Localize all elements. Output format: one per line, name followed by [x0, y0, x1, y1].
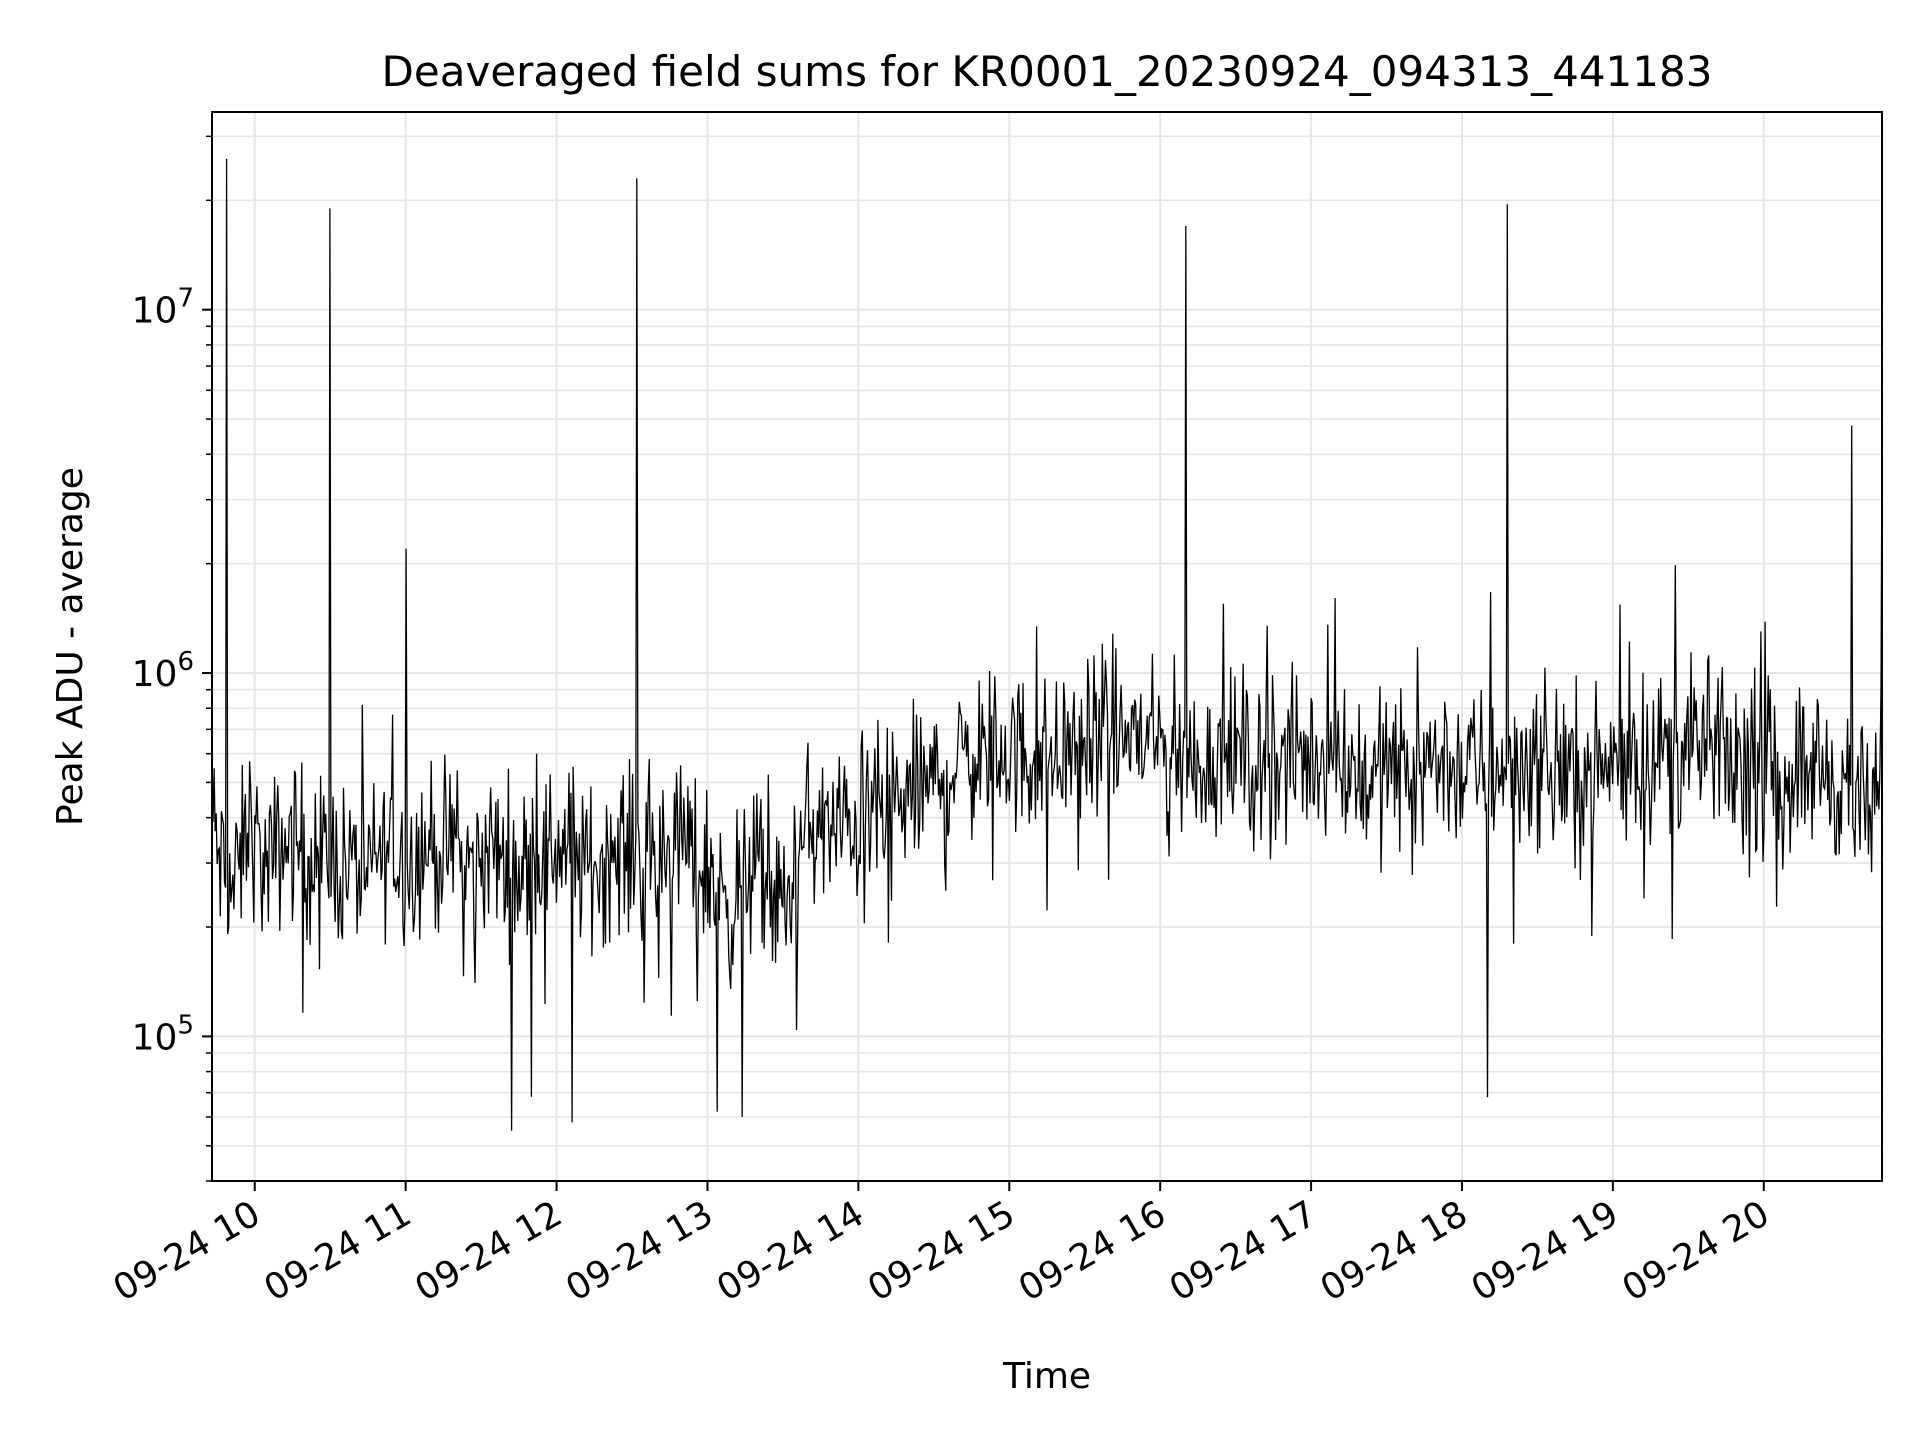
y-tick-label: 105 [132, 1010, 194, 1058]
y-tick-label: 107 [132, 284, 194, 332]
y-tick-label-exponent: 5 [177, 1010, 194, 1040]
y-tick-label-exponent: 7 [177, 284, 194, 314]
y-tick-label: 106 [132, 647, 194, 695]
y-axis-label: Peak ADU - average [50, 467, 91, 826]
y-tick-label-base: 10 [132, 1017, 178, 1058]
x-axis-label: Time [1002, 1356, 1091, 1397]
y-tick-label-base: 10 [132, 291, 178, 332]
series-line [211, 158, 1883, 1131]
y-tick-label-exponent: 6 [177, 647, 194, 677]
y-tick-label-base: 10 [132, 654, 178, 695]
chart-title: Deaveraged field sums for KR0001_2023092… [382, 47, 1713, 96]
series-path [211, 158, 1883, 1131]
plot-frame [211, 111, 1883, 1182]
